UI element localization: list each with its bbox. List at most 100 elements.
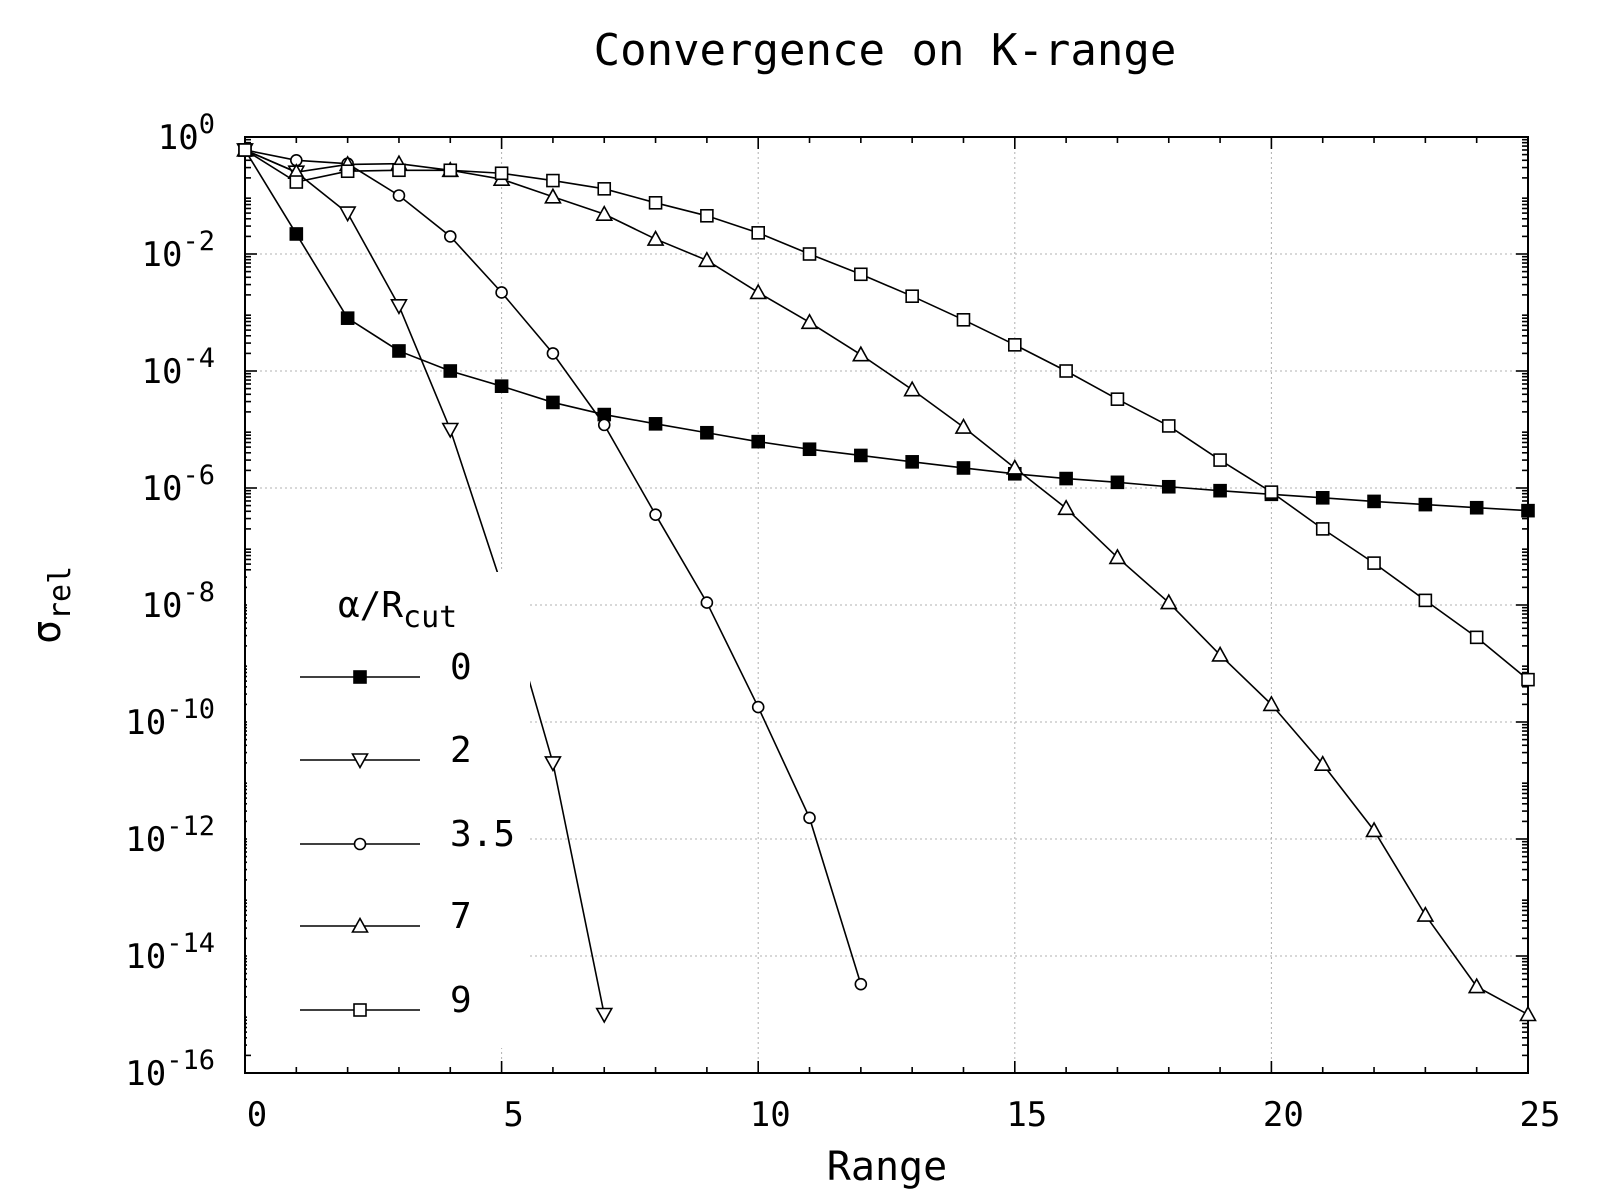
series-layer xyxy=(236,140,1537,1024)
data-point xyxy=(289,227,304,241)
legend-label: 2 xyxy=(450,730,472,771)
y-tick-label: 10-10 xyxy=(125,694,215,743)
legend-entry: 7 xyxy=(300,896,472,937)
data-point xyxy=(546,173,560,188)
data-point xyxy=(1469,500,1484,515)
y-axis-label-sub: rel xyxy=(43,566,78,620)
legend: α/Rcut 0 2 3.5 7 9 xyxy=(247,572,530,1048)
data-point xyxy=(390,299,408,315)
data-point xyxy=(392,163,406,178)
y-tick-label: 10-2 xyxy=(142,226,215,275)
data-point xyxy=(338,206,357,223)
grid-layer xyxy=(245,137,1528,1073)
data-point xyxy=(1262,695,1281,712)
data-point xyxy=(854,977,868,991)
data-point xyxy=(1213,453,1227,467)
data-point xyxy=(648,417,663,431)
data-point xyxy=(700,425,714,440)
y-tick-label: 10-14 xyxy=(125,928,215,977)
data-point xyxy=(595,1007,614,1024)
series-9 xyxy=(238,143,1535,687)
data-point xyxy=(1211,645,1229,662)
data-point xyxy=(1521,672,1535,687)
legend-marker xyxy=(353,670,367,684)
data-point xyxy=(1110,475,1125,490)
svg-text:σrel: σrel xyxy=(24,566,78,644)
data-point xyxy=(1365,821,1383,838)
data-point xyxy=(1159,593,1178,610)
data-point xyxy=(1161,419,1176,433)
data-point xyxy=(340,164,355,179)
data-point xyxy=(441,422,460,439)
data-point xyxy=(905,289,919,303)
data-point xyxy=(595,205,614,221)
legend-title-main: α/R xyxy=(338,585,403,626)
data-point xyxy=(698,251,716,268)
data-point xyxy=(956,313,971,327)
legend-entry: 2 xyxy=(300,730,472,771)
data-point xyxy=(443,230,457,243)
data-point xyxy=(903,380,922,397)
data-point xyxy=(700,208,714,223)
data-point xyxy=(802,442,817,457)
x-tick-labels: 0 5 10 15 20 25 xyxy=(247,1095,1561,1135)
legend-marker xyxy=(351,916,369,933)
data-point xyxy=(1005,458,1024,475)
data-point xyxy=(1110,392,1125,406)
data-point xyxy=(646,229,665,246)
data-point xyxy=(956,461,971,475)
data-point xyxy=(851,345,870,362)
legend-entry: 9 xyxy=(300,980,472,1021)
data-point xyxy=(1108,548,1127,565)
legend-entries: 0 2 3.5 7 9 xyxy=(300,647,515,1021)
data-point xyxy=(494,166,509,181)
y-tick-label: 10-4 xyxy=(142,343,215,392)
legend-marker xyxy=(353,837,367,851)
data-point xyxy=(854,267,868,282)
legend-label: 3.5 xyxy=(450,814,515,855)
data-point xyxy=(1315,522,1330,536)
y-tick-label: 10-8 xyxy=(142,577,215,626)
series-0 xyxy=(238,143,1535,518)
data-point xyxy=(649,508,662,521)
x-tick-label: 15 xyxy=(1006,1095,1047,1135)
data-point xyxy=(546,347,560,360)
data-point xyxy=(854,448,868,463)
data-point xyxy=(544,187,562,204)
data-point xyxy=(954,417,973,434)
data-point xyxy=(751,700,765,714)
data-point xyxy=(597,182,612,196)
series-line xyxy=(244,149,1529,681)
data-point xyxy=(803,811,816,825)
legend-title-sub: cut xyxy=(403,600,457,635)
data-point xyxy=(1416,905,1435,922)
data-point xyxy=(1313,755,1332,771)
data-point xyxy=(495,286,508,299)
data-point xyxy=(1007,338,1022,352)
legend-marker xyxy=(353,1003,367,1017)
y-axis-label: σrel xyxy=(24,566,78,644)
data-point xyxy=(700,596,714,609)
y-tick-label: 100 xyxy=(158,109,215,158)
x-tick-label: 20 xyxy=(1263,1095,1304,1135)
legend-entry: 3.5 xyxy=(300,814,515,855)
data-point xyxy=(1469,630,1484,645)
data-point xyxy=(443,163,458,178)
legend-title: α/Rcut xyxy=(338,585,457,635)
data-point xyxy=(1059,471,1073,486)
data-point xyxy=(1418,593,1433,608)
data-point xyxy=(544,756,562,773)
data-point xyxy=(1057,499,1075,516)
data-point xyxy=(1467,977,1486,994)
y-tick-label: 10-6 xyxy=(142,460,215,509)
data-point xyxy=(238,143,252,157)
x-tick-label: 5 xyxy=(503,1095,523,1135)
data-point xyxy=(1264,485,1279,499)
legend-marker xyxy=(351,753,369,770)
data-point xyxy=(1059,364,1073,378)
y-axis-label-main: σ xyxy=(24,620,70,644)
data-point xyxy=(494,379,509,393)
legend-entry: 0 xyxy=(300,647,472,688)
